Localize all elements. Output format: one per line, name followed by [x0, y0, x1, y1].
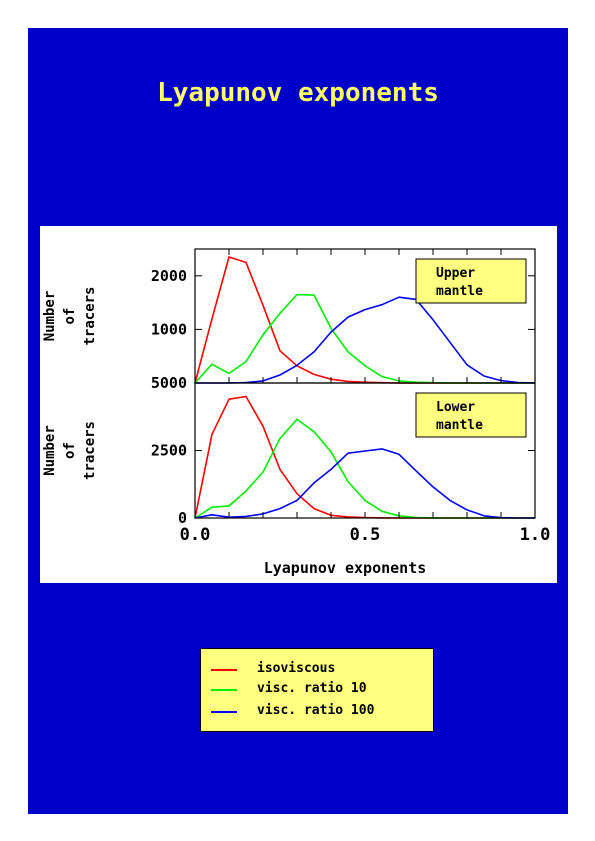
upper-label-text: Upper [436, 266, 475, 281]
xtick-label: 0.5 [350, 525, 381, 545]
upper-ylabel-line: of [62, 308, 78, 325]
xtick-label: 1.0 [520, 525, 551, 545]
upper-label-text: mantle [436, 284, 483, 299]
xtick-label: 0.0 [180, 525, 211, 545]
page-title: Lyapunov exponents [157, 78, 439, 108]
lower-ytick-label: 0 [178, 509, 187, 527]
lower-series-visc-ratio-100 [194, 448, 535, 519]
lower-ylabel-line: Number [42, 425, 58, 476]
lower-ytick-label: 2500 [151, 442, 187, 460]
upper-ytick-label: 5000 [151, 374, 187, 392]
lower-label-text: mantle [436, 418, 483, 433]
lower-label-box [415, 392, 527, 438]
upper-ytick-label: 1000 [151, 320, 187, 338]
legend-entry-isoviscous: isoviscous [201, 660, 433, 680]
lower-ylabel-line: tracers [82, 421, 98, 480]
legend-swatch-visc-ratio-100 [211, 711, 237, 713]
legend: isoviscous visc. ratio 10 visc. ratio 10… [200, 648, 434, 732]
upper-ylabel-line: tracers [82, 286, 98, 345]
poster-background: Lyapunov exponents 5000 1000 2000 Number of t… [28, 28, 568, 814]
legend-label-isoviscous: isoviscous [257, 661, 336, 676]
upper-label-box [415, 258, 527, 304]
legend-swatch-isoviscous [211, 669, 237, 671]
upper-series-visc-ratio-10 [194, 293, 535, 384]
x-axis-label: Lyapunov exponents [264, 559, 427, 577]
lower-label-text: Lower [436, 400, 475, 415]
legend-entry-visc-ratio-10: visc. ratio 10 [201, 680, 433, 700]
chart-panel: 5000 1000 2000 Number of tracers Upper mantle 0 2… [40, 226, 557, 583]
legend-entry-visc-ratio-100: visc. ratio 100 [201, 702, 433, 722]
legend-label-visc-ratio-10: visc. ratio 10 [257, 681, 367, 696]
legend-label-visc-ratio-100: visc. ratio 100 [257, 703, 375, 718]
upper-ytick-label: 2000 [151, 267, 187, 285]
upper-series-visc-ratio-100 [195, 296, 536, 384]
lower-panel-frame [194, 382, 536, 519]
lower-ylabel-line: of [62, 442, 78, 459]
upper-ylabel-line: Number [42, 291, 58, 342]
legend-swatch-visc-ratio-10 [211, 689, 237, 691]
